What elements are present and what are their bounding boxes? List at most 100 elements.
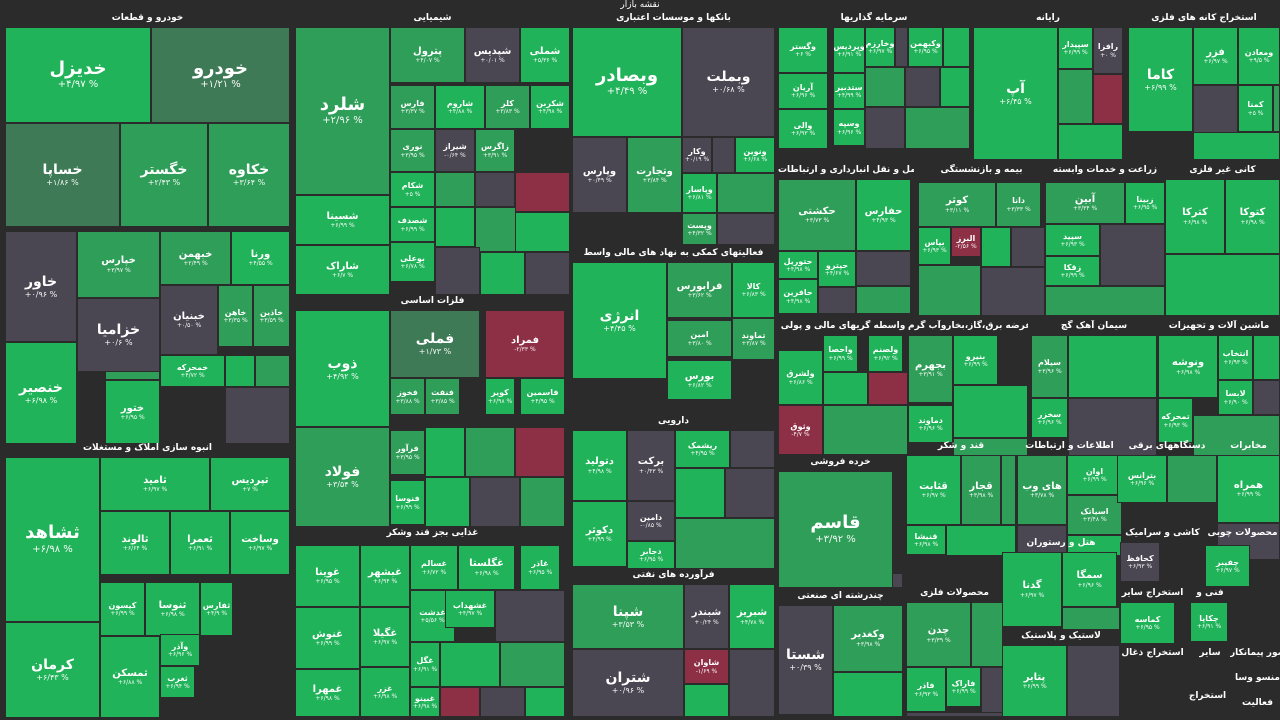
stock-tile[interactable]: وکغدیر +۳/۹۸ %: [833, 605, 903, 672]
filler-tile[interactable]: [1068, 335, 1157, 398]
stock-tile[interactable]: حفارس +۴/۹۳ %: [856, 179, 911, 251]
filler-tile[interactable]: [500, 642, 565, 687]
filler-tile[interactable]: [1253, 380, 1280, 415]
filler-tile[interactable]: [905, 107, 970, 149]
filler-tile[interactable]: [495, 590, 565, 642]
stock-tile[interactable]: شسینا +۶/۹۹ %: [295, 195, 390, 245]
stock-tile[interactable]: وکبهمن +۶/۹۵ %: [908, 27, 943, 67]
stock-tile[interactable]: ثغرب +۶/۹۴ %: [160, 666, 195, 698]
stock-tile[interactable]: فمراد -۲/۳۳ %: [485, 310, 565, 378]
stock-tile[interactable]: وتجارت +۳/۸۴ %: [627, 137, 682, 213]
filler-tile[interactable]: [729, 649, 775, 717]
stock-tile[interactable]: شاراک +۶/۷ %: [295, 245, 390, 295]
stock-tile[interactable]: ولشرق +۶/۸۶ %: [778, 350, 823, 405]
stock-tile[interactable]: ثنوسا +۶/۹۸ %: [145, 582, 200, 636]
stock-tile[interactable]: خاذین +۳/۵۹ %: [253, 285, 290, 347]
stock-tile[interactable]: رافزا +۰ %: [1093, 27, 1123, 74]
stock-tile[interactable]: خبنیان +۰/۵۰ %: [160, 285, 218, 355]
stock-tile[interactable]: دتولید +۴/۹۸ %: [572, 430, 627, 501]
stock-tile[interactable]: امین +۳/۸۰ %: [667, 320, 732, 357]
stock-tile[interactable]: ثشاهد +۶/۹۸ %: [5, 457, 100, 622]
stock-tile[interactable]: آبین +۳/۳۴ %: [1045, 182, 1125, 224]
stock-tile[interactable]: شصدف +۶/۹۹ %: [390, 207, 435, 242]
filler-tile[interactable]: [712, 137, 735, 173]
stock-tile[interactable]: سخزر +۶/۹۶ %: [1031, 398, 1068, 438]
stock-tile[interactable]: اوان +۶/۹۹ %: [1067, 455, 1122, 495]
filler-tile[interactable]: [868, 372, 908, 405]
stock-tile[interactable]: وسپه +۶/۹۶ %: [833, 109, 865, 146]
stock-tile[interactable]: دکوثر +۴/۹۹ %: [572, 501, 627, 567]
stock-tile[interactable]: بوعلی +۶/۷۸ %: [390, 242, 435, 282]
stock-tile[interactable]: وپردیس +۶/۹۱ %: [833, 27, 865, 73]
stock-tile[interactable]: غبشهر +۶/۹۴ %: [360, 545, 410, 607]
stock-tile[interactable]: غنوش +۶/۹۹ %: [295, 607, 360, 669]
stock-tile[interactable]: سیلام +۳/۹۶ %: [1031, 335, 1068, 398]
filler-tile[interactable]: [1067, 645, 1120, 717]
stock-tile[interactable]: زاگرس +۳/۹۱ %: [475, 129, 515, 172]
filler-tile[interactable]: [675, 518, 775, 569]
stock-tile[interactable]: وخارزم +۶/۹۷ %: [865, 27, 895, 67]
stock-tile[interactable]: غگیلا +۶/۹۷ %: [360, 607, 410, 667]
filler-tile[interactable]: [906, 712, 1003, 717]
stock-tile[interactable]: فخوز +۳/۸۸ %: [390, 378, 425, 415]
stock-tile[interactable]: دانا +۳/۳۳ %: [996, 182, 1041, 227]
filler-tile[interactable]: [225, 355, 255, 387]
stock-tile[interactable]: غمهرا +۶/۹۸ %: [295, 669, 360, 717]
filler-tile[interactable]: [1001, 455, 1016, 525]
stock-tile[interactable]: حپترو +۴/۶۷ %: [818, 251, 856, 287]
stock-tile[interactable]: خمحرکه +۴/۷۲ %: [160, 355, 225, 387]
stock-tile[interactable]: پترول +۴/۰۷ %: [390, 27, 465, 83]
filler-tile[interactable]: [818, 287, 856, 314]
filler-tile[interactable]: [865, 67, 905, 107]
stock-tile[interactable]: کیسون +۶/۹۹ %: [100, 582, 145, 636]
stock-tile[interactable]: فاذر +۶/۹۳ %: [906, 667, 946, 712]
stock-tile[interactable]: خزامیا +۰/۶ %: [77, 298, 160, 372]
stock-tile[interactable]: قثابت +۶/۹۷ %: [906, 455, 961, 525]
filler-tile[interactable]: [255, 355, 290, 387]
stock-tile[interactable]: کاما +۶/۹۹ %: [1128, 27, 1193, 132]
filler-tile[interactable]: [823, 372, 868, 405]
stock-tile[interactable]: فزر +۶/۹۷ %: [1193, 27, 1238, 85]
filler-tile[interactable]: [856, 251, 911, 286]
stock-tile[interactable]: فنفت +۳/۸۵ %: [425, 378, 460, 415]
filler-tile[interactable]: [1165, 254, 1280, 316]
filler-tile[interactable]: [946, 525, 1016, 556]
stock-tile[interactable]: ورنا +۴/۵۵ %: [231, 231, 290, 285]
stock-tile[interactable]: ثفارس +۴/۹ %: [200, 582, 233, 636]
stock-tile[interactable]: پتایر +۶/۹۹ %: [1002, 645, 1067, 717]
filler-tile[interactable]: [981, 267, 1045, 316]
filler-tile[interactable]: [918, 265, 981, 316]
stock-tile[interactable]: غگلستا +۶/۹۸ %: [458, 545, 515, 590]
stock-tile[interactable]: خاور +۰/۹۶ %: [5, 231, 77, 342]
stock-tile[interactable]: ثپردیس +۷ %: [210, 457, 290, 511]
stock-tile[interactable]: وپارس +۰/۴۹ %: [572, 137, 627, 213]
stock-tile[interactable]: فاراک +۶/۹۹ %: [946, 667, 981, 707]
stock-tile[interactable]: ریشمک +۴/۹۵ %: [675, 430, 730, 468]
stock-tile[interactable]: دماوند +۶/۹۶ %: [908, 405, 953, 443]
filler-tile[interactable]: [717, 213, 775, 245]
stock-tile[interactable]: بنیرو +۶/۹۹ %: [953, 335, 998, 385]
stock-tile[interactable]: وپست +۴/۳۲ %: [682, 213, 717, 245]
stock-tile[interactable]: انرژی +۴/۴۵ %: [572, 262, 667, 379]
stock-tile[interactable]: شلرد +۲/۹۶ %: [295, 27, 390, 195]
stock-tile[interactable]: ذوب +۴/۹۲ %: [295, 310, 390, 427]
filler-tile[interactable]: [940, 67, 970, 107]
stock-tile[interactable]: حتوریل +۴/۹۸ %: [778, 251, 818, 279]
stock-tile[interactable]: ثمسکن +۶/۸۸ %: [100, 636, 160, 718]
stock-tile[interactable]: خکاوه +۳/۶۴ %: [208, 123, 290, 227]
filler-tile[interactable]: [905, 67, 940, 107]
stock-tile[interactable]: غزر +۶/۹۸ %: [360, 667, 410, 717]
stock-tile[interactable]: قجار +۳/۹۸ %: [961, 455, 1001, 525]
stock-tile[interactable]: شیراز -۰/۶۴ %: [435, 129, 475, 172]
filler-tile[interactable]: [425, 477, 470, 527]
stock-tile[interactable]: والی +۶/۹۳ %: [778, 109, 828, 149]
stock-tile[interactable]: گدنا +۶/۹۷ %: [1002, 552, 1062, 627]
stock-tile[interactable]: شکربن +۴/۹۸ %: [530, 85, 570, 129]
filler-tile[interactable]: [1011, 227, 1045, 267]
filler-tile[interactable]: [717, 173, 775, 213]
stock-tile[interactable]: شستا +۰/۳۹ %: [778, 605, 833, 715]
stock-tile[interactable]: غاذر +۶/۹۵ %: [520, 545, 560, 590]
stock-tile[interactable]: وپاسار +۶/۸۱ %: [682, 173, 717, 213]
stock-tile[interactable]: دامین -۰/۸۵ %: [627, 501, 675, 541]
stock-tile[interactable]: خساپا +۱/۸۶ %: [5, 123, 120, 227]
